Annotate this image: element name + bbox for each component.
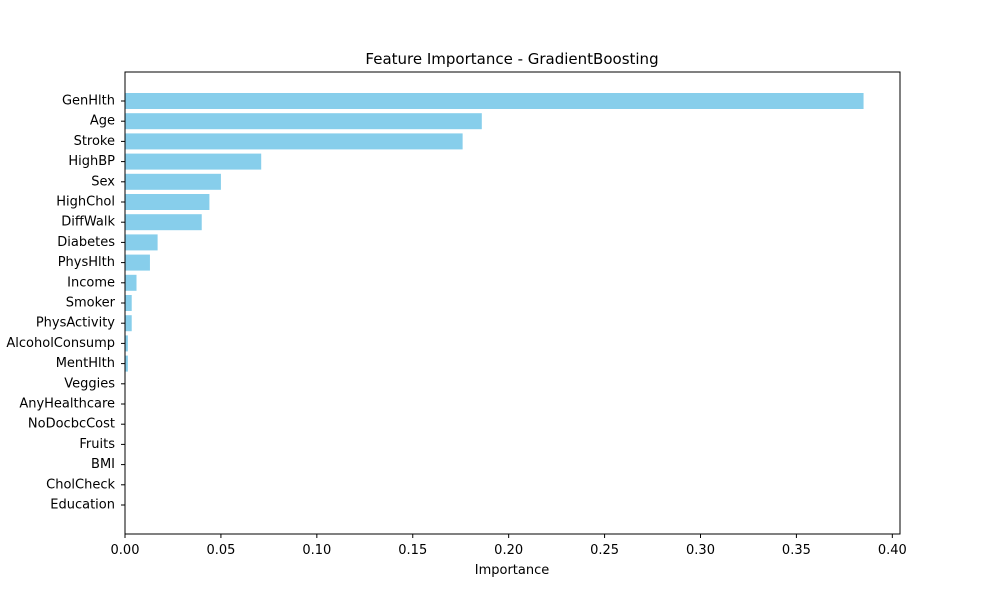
y-tick-label: BMI xyxy=(91,457,115,472)
y-tick-label: Age xyxy=(90,114,115,129)
y-tick-label: DiffWalk xyxy=(61,215,115,230)
x-tick-label: 0.05 xyxy=(206,543,235,558)
x-tick-label: 0.40 xyxy=(878,543,907,558)
bar-smoker xyxy=(125,295,132,311)
bar-highchol xyxy=(125,194,210,210)
y-tick-label: PhysActivity xyxy=(36,316,115,331)
x-tick-label: 0.10 xyxy=(302,543,331,558)
bar-age xyxy=(125,113,482,130)
x-tick-label: 0.15 xyxy=(398,543,427,558)
bar-alcoholconsump xyxy=(125,335,128,352)
plot-frame xyxy=(124,71,901,535)
y-tick-label: Fruits xyxy=(79,437,115,452)
y-tick-label: HighBP xyxy=(68,154,115,169)
x-tick-label: 0.00 xyxy=(111,543,140,558)
bar-physhlth xyxy=(125,254,150,271)
bars-group xyxy=(125,93,864,473)
y-tick-label: CholCheck xyxy=(46,477,115,492)
x-axis-label: Importance xyxy=(475,563,550,578)
bar-income xyxy=(125,274,137,291)
y-tick-label: HighChol xyxy=(56,195,115,210)
y-tick-label: GenHlth xyxy=(62,94,115,109)
bar-physactivity xyxy=(125,315,132,332)
y-tick-label: Diabetes xyxy=(57,235,115,250)
bar-menthlth xyxy=(125,355,128,372)
x-tick-label: 0.35 xyxy=(782,543,811,558)
x-tick-label: 0.25 xyxy=(590,543,619,558)
chart-title: Feature Importance - GradientBoosting xyxy=(365,50,658,68)
y-tick-label: MentHlth xyxy=(56,356,115,371)
x-axis-ticks: 0.00 0.05 0.10 0.15 0.20 0.25 0.30 0.35 0.40 xyxy=(111,534,907,558)
bar-stroke xyxy=(125,133,463,150)
bar-diffwalk xyxy=(125,214,202,231)
y-tick-label: AlcoholConsump xyxy=(6,336,115,351)
x-tick-label: 0.20 xyxy=(494,543,523,558)
x-tick-label: 0.30 xyxy=(686,543,715,558)
y-tick-label: Stroke xyxy=(74,134,115,149)
y-tick-label: Education xyxy=(50,498,115,513)
y-tick-label: Veggies xyxy=(64,376,115,391)
y-tick-label: Income xyxy=(67,275,115,290)
y-tick-label: Sex xyxy=(91,174,115,189)
y-tick-label: NoDocbcCost xyxy=(28,417,115,432)
y-axis-ticks: GenHlth Age Stroke HighBP Sex HighChol DiffWal… xyxy=(6,94,125,513)
bar-sex xyxy=(125,173,221,190)
y-tick-label: AnyHealthcare xyxy=(19,397,115,412)
bar-highbp xyxy=(125,153,262,170)
bar-diabetes xyxy=(125,234,158,251)
bar-genhlth xyxy=(125,93,864,109)
y-tick-label: Smoker xyxy=(66,296,116,311)
y-tick-label: PhysHlth xyxy=(58,255,115,270)
